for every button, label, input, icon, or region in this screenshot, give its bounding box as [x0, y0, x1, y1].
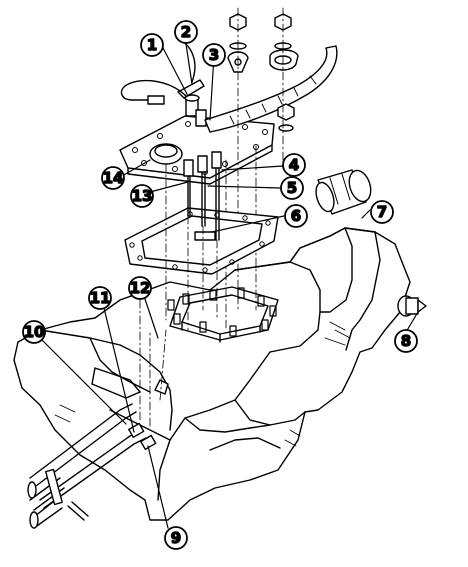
- sender-plate: [119, 39, 275, 185]
- hose-pattern: [229, 75, 317, 125]
- tank-left-recess: [91, 367, 141, 399]
- callout-9: 9: [164, 526, 188, 550]
- callout-7: 7: [370, 200, 394, 224]
- hose-clamp-b: [140, 434, 157, 451]
- sender-well: [167, 286, 279, 343]
- plate-fittings: [177, 79, 207, 127]
- sender-cap-rim: [154, 144, 178, 158]
- callout-12-label: 12: [130, 279, 151, 297]
- tank-front-lower: [157, 351, 271, 501]
- callout-12: 12: [128, 276, 152, 300]
- callout-14: 14: [101, 166, 125, 190]
- callout-8-label: 8: [401, 332, 411, 350]
- tank-step-right: [319, 227, 353, 313]
- callout-3-label: 3: [209, 46, 219, 64]
- callout-4-label: 4: [289, 156, 299, 174]
- stud-centerlines: [225, 7, 284, 331]
- callout-13: 13: [130, 184, 154, 208]
- callout-8: 8: [394, 329, 418, 353]
- tank-base-ridge: [184, 417, 271, 433]
- well-depth: [181, 321, 261, 343]
- callout-5: 5: [280, 176, 304, 200]
- callout-6: 6: [284, 204, 308, 228]
- callout-13-label: 13: [132, 187, 153, 205]
- drain-plug: [397, 295, 427, 317]
- callout-7-label: 7: [377, 203, 387, 221]
- plate-holes: [132, 121, 268, 175]
- gasket-inner: [141, 215, 263, 266]
- callout-6-label: 6: [291, 207, 301, 225]
- pickup-tubes: [165, 163, 220, 331]
- callout-5-label: 5: [287, 179, 297, 197]
- callout-1-label: 1: [147, 36, 157, 54]
- callout-2: 2: [174, 20, 198, 44]
- callout-10-label: 10: [24, 323, 45, 341]
- well-studs: [167, 287, 277, 337]
- right-stack-hardware: [269, 13, 299, 132]
- sender-cap: [149, 143, 183, 165]
- callout-3: 3: [202, 43, 226, 67]
- harness-wire: [120, 79, 187, 101]
- callout-14-label: 14: [103, 169, 124, 187]
- fuel-lines: [27, 299, 169, 529]
- tank-left-channel: [89, 337, 151, 393]
- callout-10: 10: [22, 320, 46, 344]
- hose-clamp-a: [128, 422, 145, 439]
- tank-bottom-ridge: [209, 437, 281, 451]
- gasket: [124, 207, 279, 275]
- tank-shade: [54, 321, 351, 447]
- harness-plug: [147, 95, 165, 105]
- callout-11-label: 11: [90, 289, 111, 307]
- plate-cable: [179, 39, 196, 83]
- callout-11: 11: [88, 286, 112, 310]
- callout-2-label: 2: [181, 23, 191, 41]
- callout-9-label: 9: [171, 529, 181, 547]
- callout-4: 4: [282, 153, 306, 177]
- clamp-hardware: [204, 7, 338, 331]
- callout-1: 1: [140, 33, 164, 57]
- tank-left-lobe: [39, 329, 173, 431]
- bracket: [45, 468, 63, 506]
- tank-top-ridge: [234, 227, 376, 271]
- tank-face-right: [345, 231, 381, 351]
- filler-adapter: [315, 169, 372, 215]
- float-element: [194, 231, 216, 241]
